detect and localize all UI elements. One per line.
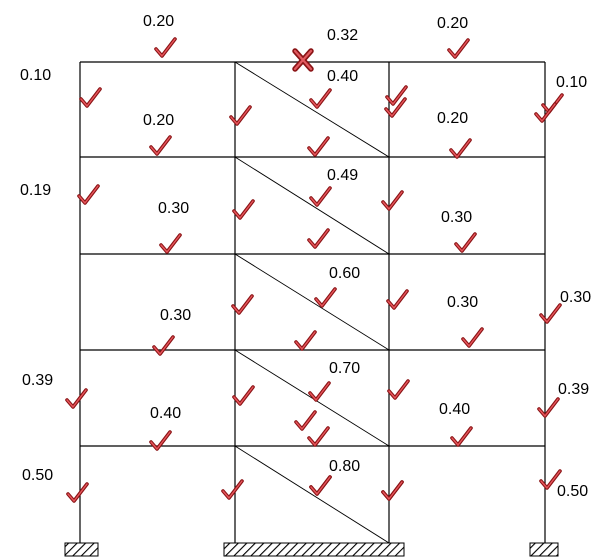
check-mark-icon: [307, 136, 330, 157]
check-mark-icon: [152, 335, 175, 356]
check-mark-icon: [232, 199, 255, 220]
check-mark-icon: [539, 469, 562, 490]
check-mark-icon: [79, 87, 102, 108]
check-mark-icon: [387, 379, 410, 400]
check-mark-icon: [308, 381, 331, 402]
ratio-label: 0.20: [143, 13, 174, 30]
ratio-label: 0.39: [22, 372, 53, 389]
check-mark-icon: [309, 88, 332, 109]
ratio-label: 0.20: [437, 110, 468, 127]
check-mark-icon: [154, 37, 177, 58]
hatched-fixed-support-icon: [529, 542, 559, 557]
check-mark-icon: [384, 97, 407, 118]
status-marks: [65, 37, 564, 503]
check-mark-icon: [309, 475, 332, 496]
check-mark-icon: [307, 426, 330, 447]
check-mark-icon: [537, 397, 560, 418]
ratio-label: 0.70: [329, 360, 360, 377]
brace-story-1: [234, 445, 390, 544]
ratio-label: 0.30: [447, 294, 478, 311]
cross-mark-icon: [292, 48, 314, 72]
check-mark-icon: [294, 330, 317, 351]
ratio-label: 0.20: [437, 15, 468, 32]
hatched-fixed-support-icon: [64, 542, 99, 557]
ratio-labels: 0.20 0.32 0.20 0.10 0.40 0.10 0.20 0.20 …: [20, 13, 591, 500]
check-mark-icon: [149, 430, 172, 451]
check-mark-icon: [461, 327, 484, 348]
check-mark-icon: [450, 426, 473, 447]
check-mark-icon: [232, 385, 255, 406]
ratio-label: 0.30: [158, 200, 189, 217]
ratio-label: 0.50: [557, 483, 588, 500]
ratio-label: 0.32: [327, 27, 358, 44]
ratio-label: 0.50: [22, 467, 53, 484]
ratio-label: 0.10: [556, 74, 587, 91]
brace-story-3: [234, 253, 390, 351]
check-mark-icon: [447, 38, 470, 59]
check-mark-icon: [159, 233, 182, 254]
ratio-label: 0.39: [558, 381, 589, 398]
ratio-label: 0.20: [143, 112, 174, 129]
ratio-label: 0.30: [560, 289, 591, 306]
ratio-label: 0.30: [441, 209, 472, 226]
check-mark-icon: [229, 105, 252, 126]
ratio-label: 0.40: [439, 401, 470, 418]
check-mark-icon: [314, 287, 337, 308]
check-mark-icon: [309, 186, 332, 207]
ratio-label: 0.80: [329, 458, 360, 475]
brace-story-5: [234, 61, 390, 158]
check-mark-icon: [539, 303, 562, 324]
check-mark-icon: [77, 184, 100, 205]
check-mark-icon: [386, 289, 409, 310]
hatched-fixed-support-icon: [223, 542, 405, 557]
check-mark-icon: [454, 232, 477, 253]
ratio-label: 0.19: [20, 182, 51, 199]
ratio-label: 0.40: [327, 68, 358, 85]
check-mark-icon: [381, 190, 404, 211]
ratio-label: 0.10: [20, 67, 51, 84]
ratio-label: 0.49: [327, 167, 358, 184]
check-mark-icon: [534, 102, 557, 123]
check-mark-icon: [231, 294, 254, 315]
check-mark-icon: [449, 138, 472, 159]
check-mark-icon: [221, 479, 244, 500]
ratio-label: 0.40: [150, 405, 181, 422]
check-mark-icon: [385, 85, 408, 106]
brace-story-4: [234, 156, 390, 255]
ratio-label: 0.60: [329, 265, 360, 282]
ratio-label: 0.30: [160, 307, 191, 324]
check-mark-icon: [294, 410, 317, 431]
check-mark-icon: [65, 388, 88, 409]
check-mark-icon: [381, 480, 404, 501]
check-mark-icon: [66, 482, 89, 503]
check-mark-icon: [307, 228, 330, 249]
check-mark-icon: [149, 135, 172, 156]
